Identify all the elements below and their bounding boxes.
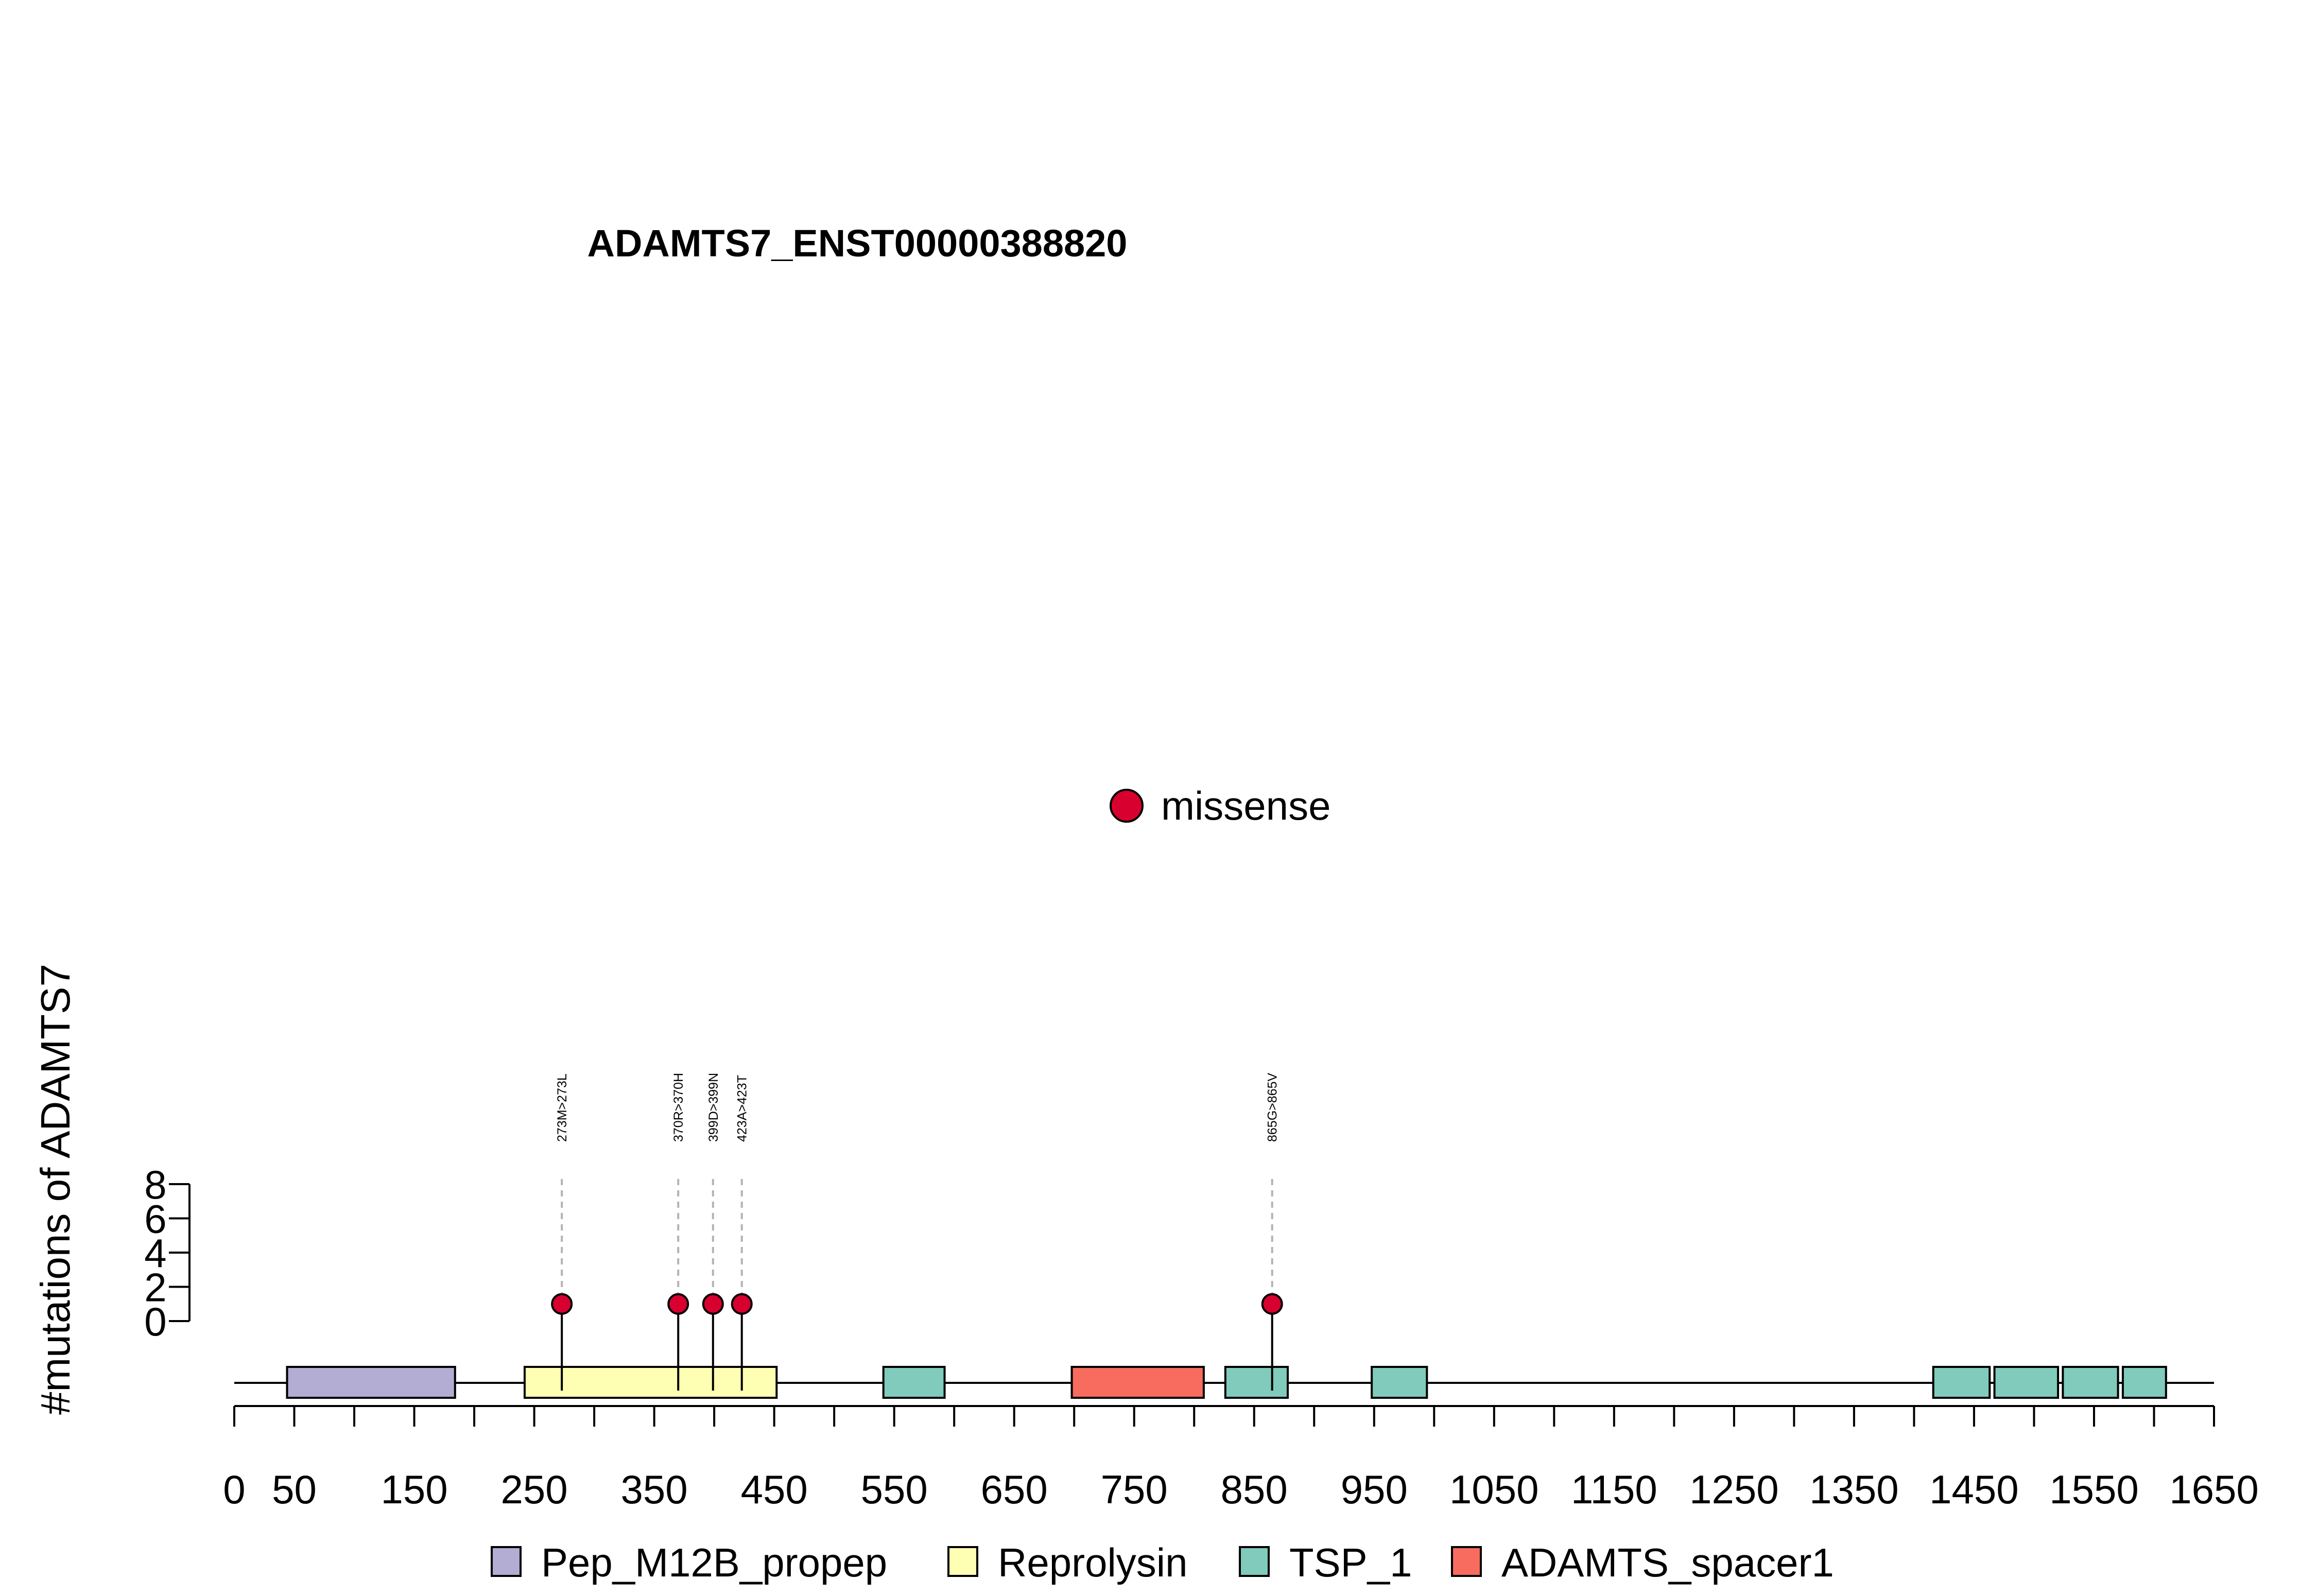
mutation-label: 423A>423T (735, 1075, 750, 1142)
domain-tsp-1-4 (1224, 1366, 1289, 1399)
x-tick-label-1450: 1450 (1929, 1467, 2019, 1512)
legend-reprolysin-swatch (947, 1546, 978, 1577)
x-tick-label-750: 750 (1101, 1467, 1168, 1512)
mutation-point (667, 1293, 689, 1315)
x-tick-label-1550: 1550 (2049, 1467, 2139, 1512)
legend-missense-label: missense (1161, 783, 1330, 828)
x-tick-label-850: 850 (1221, 1467, 1288, 1512)
mutation-point (1261, 1293, 1283, 1315)
legend-pep-m12b-propep-label: Pep_M12B_propep (541, 1540, 887, 1585)
domain-legend: Pep_M12B_propep Reprolysin TSP_1 ADAMTS_spa… (491, 1540, 1834, 1585)
x-tick-label-550: 550 (861, 1467, 928, 1512)
mutation-label: 865G>865V (1266, 1073, 1280, 1142)
protein-backbone (234, 1366, 2214, 1399)
domain-tsp-1-7 (1993, 1366, 2060, 1399)
mutation-label: 273M>273L (555, 1073, 569, 1142)
mutation-lollipops: 273M>273L 370R>370H 399D>399N 423A>423T 865G… (551, 1073, 1283, 1367)
domain-tsp-1-5 (1371, 1366, 1428, 1399)
x-tick-label-650: 650 (981, 1467, 1048, 1512)
x-tick-label-1250: 1250 (1689, 1467, 1779, 1512)
x-tick-label-50: 50 (272, 1467, 317, 1512)
mutation-point (731, 1293, 753, 1315)
x-tick-label-450: 450 (741, 1467, 808, 1512)
domain-tsp-1-2 (882, 1366, 946, 1399)
domain-tsp-1-8 (2062, 1366, 2119, 1399)
legend-adamts-spacer1-label: ADAMTS_spacer1 (1501, 1540, 1834, 1585)
legend-pep-m12b-propep-swatch (491, 1546, 522, 1577)
x-tick-label-0: 0 (223, 1467, 245, 1512)
mutation-label: 399D>399N (706, 1073, 721, 1142)
x-tick-label-350: 350 (621, 1467, 688, 1512)
y-tick-label-8: 8 (144, 1162, 166, 1207)
domain-reprolysin-1 (523, 1366, 778, 1399)
y-tick-label-2: 2 (144, 1265, 166, 1310)
x-tick-label-950: 950 (1341, 1467, 1408, 1512)
y-tick-label-6: 6 (144, 1196, 166, 1242)
mutation-370: 370R>370H (667, 1073, 689, 1367)
mutation-273: 273M>273L (551, 1073, 573, 1367)
legend-adamts-spacer1-swatch (1451, 1546, 1482, 1577)
mutation-legend: missense (1110, 783, 1330, 828)
domain-pep-m12b-propep-0 (286, 1366, 456, 1399)
x-axis: 0 50 150 250 350 450 550 650 750 850 950 1050 1150 12… (223, 1405, 2259, 1512)
chart-title: ADAMTS7_ENST00000388820 (587, 222, 1128, 265)
legend-missense-marker (1110, 789, 1144, 823)
x-tick-label-1050: 1050 (1449, 1467, 1539, 1512)
domain-adamts-spacer1-3 (1070, 1366, 1205, 1399)
x-tick-label-1350: 1350 (1809, 1467, 1899, 1512)
x-tick-label-1650: 1650 (2169, 1467, 2259, 1512)
y-tick-label-0: 0 (144, 1299, 166, 1344)
y-tick-label-4: 4 (144, 1230, 166, 1276)
mutation-865: 865G>865V (1261, 1073, 1283, 1367)
domain-tsp-1-6 (1932, 1366, 1991, 1399)
x-tick-label-250: 250 (501, 1467, 568, 1512)
y-axis-label: #mutations of ADAMTS7 (32, 964, 78, 1415)
x-tick-label-1150: 1150 (1571, 1467, 1657, 1512)
legend-tsp-1-swatch (1239, 1546, 1270, 1577)
mutation-label: 370R>370H (671, 1073, 686, 1142)
legend-tsp-1-label: TSP_1 (1289, 1540, 1412, 1585)
legend-reprolysin-label: Reprolysin (998, 1540, 1187, 1585)
mutation-423: 423A>423T (731, 1075, 753, 1367)
mutation-399: 399D>399N (702, 1073, 724, 1367)
mutation-point (702, 1293, 724, 1315)
mutation-point (551, 1293, 573, 1315)
x-tick-label-150: 150 (381, 1467, 447, 1512)
domain-tsp-1-9 (2121, 1366, 2167, 1399)
